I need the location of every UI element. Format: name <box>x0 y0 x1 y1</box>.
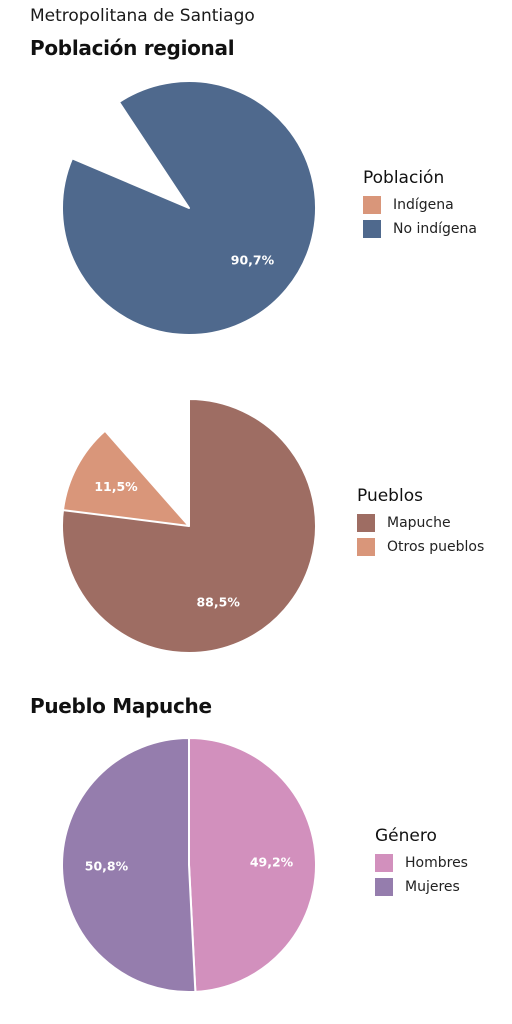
legend-swatch <box>375 878 393 896</box>
legend-item-mapuche: Mapuche <box>357 514 484 532</box>
legend-swatch <box>363 196 381 214</box>
legend-label: Otros pueblos <box>387 539 485 555</box>
legend-genero: Género Hombres Mujeres <box>375 826 468 902</box>
legend-label: Indígena <box>393 197 454 213</box>
data-label-mapuche: 88,5% <box>196 595 240 610</box>
legend-swatch <box>375 854 393 872</box>
section-title-poblacion: Población regional <box>30 36 235 60</box>
region-label: Metropolitana de Santiago <box>30 6 255 26</box>
legend-label: Mujeres <box>405 879 460 895</box>
pie-chart-pueblos: 88,5% 11,5% <box>61 398 317 654</box>
pie-slice-otros-pueblos <box>62 429 190 527</box>
legend-label: Mapuche <box>387 515 451 531</box>
data-label-otros-pueblos: 11,5% <box>94 479 138 494</box>
legend-item-no-indigena: No indígena <box>363 220 477 238</box>
legend-label: Hombres <box>405 855 468 871</box>
legend-swatch <box>363 220 381 238</box>
pie-slice-mujeres <box>61 737 197 993</box>
legend-swatch <box>357 514 375 532</box>
legend-poblacion: Población Indígena No indígena <box>363 168 477 244</box>
data-label-mujeres: 50,8% <box>85 859 129 874</box>
legend-item-otros-pueblos: Otros pueblos <box>357 538 484 556</box>
pie-slice-no-indigena <box>61 80 317 336</box>
legend-swatch <box>357 538 375 556</box>
pie-chart-poblacion: 9,3%90,7% <box>61 80 317 336</box>
data-label-no-indigena: 90,7% <box>231 252 275 267</box>
legend-item-mujeres: Mujeres <box>375 878 468 896</box>
legend-title: Población <box>363 168 445 188</box>
legend-pueblos: Pueblos Mapuche Otros pueblos <box>357 486 484 562</box>
legend-title: Género <box>375 826 437 846</box>
legend-item-indigena: Indígena <box>363 196 477 214</box>
data-label-hombres: 49,2% <box>250 854 294 869</box>
pie-slice-hombres <box>188 737 317 993</box>
section-title-mapuche: Pueblo Mapuche <box>30 694 212 718</box>
legend-label: No indígena <box>393 221 477 237</box>
legend-title: Pueblos <box>357 486 423 506</box>
pie-chart-genero: 49,2% 50,8% <box>61 737 317 993</box>
legend-item-hombres: Hombres <box>375 854 468 872</box>
